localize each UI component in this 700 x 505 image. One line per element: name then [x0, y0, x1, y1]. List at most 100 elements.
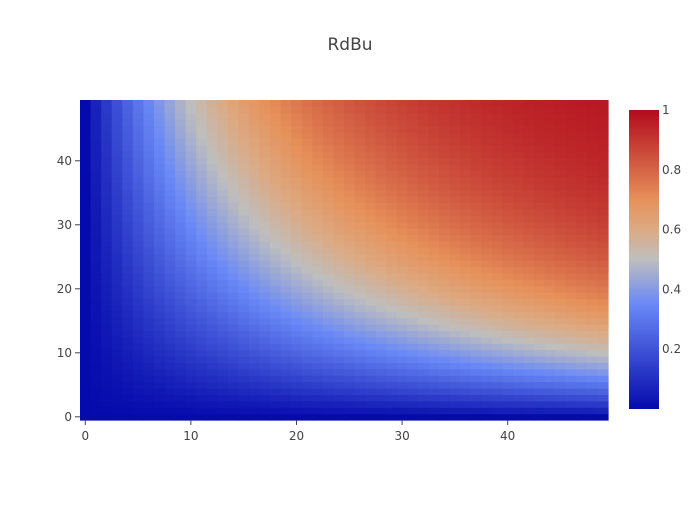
- heatmap-cell: [502, 285, 514, 293]
- heatmap-cell: [185, 336, 197, 344]
- heatmap-cell: [291, 228, 303, 235]
- heatmap-cell: [270, 234, 282, 242]
- heatmap-cell: [322, 356, 335, 363]
- heatmap-cell: [523, 221, 535, 229]
- heatmap-cell: [365, 125, 377, 133]
- heatmap-cell: [439, 170, 451, 178]
- heatmap-cell: [291, 298, 303, 306]
- heatmap-cell: [586, 292, 599, 299]
- heatmap-cell: [534, 266, 546, 274]
- heatmap-cell: [396, 100, 408, 107]
- heatmap-cell: [555, 183, 567, 191]
- heatmap-cell: [185, 202, 197, 210]
- heatmap-cell: [460, 317, 472, 325]
- heatmap-cell: [238, 260, 250, 267]
- heatmap-cell: [470, 362, 482, 370]
- heatmap-cell: [153, 311, 166, 319]
- heatmap-cell: [153, 266, 166, 274]
- heatmap-cell: [196, 106, 208, 114]
- heatmap-cell: [417, 221, 430, 229]
- heatmap-cell: [523, 202, 535, 210]
- heatmap-cell: [280, 240, 292, 248]
- heatmap-cell: [164, 164, 176, 171]
- heatmap-cell: [143, 215, 155, 223]
- heatmap-cell: [576, 413, 588, 421]
- heatmap-cell: [512, 247, 525, 255]
- heatmap-cell: [491, 183, 503, 191]
- heatmap-cell: [470, 400, 482, 408]
- heatmap-cell: [597, 356, 609, 363]
- heatmap-cell: [101, 202, 113, 210]
- heatmap-cell: [555, 144, 567, 152]
- heatmap-cell: [344, 112, 356, 120]
- heatmap-cell: [544, 266, 556, 274]
- heatmap-cell: [586, 202, 599, 210]
- heatmap-cell: [386, 330, 398, 338]
- heatmap-cell: [576, 304, 588, 312]
- heatmap-cell: [90, 125, 102, 133]
- heatmap-cell: [217, 356, 229, 363]
- heatmap-cell: [164, 394, 176, 402]
- heatmap-cell: [565, 100, 577, 107]
- heatmap-cell: [122, 138, 134, 146]
- heatmap-cell: [396, 266, 408, 274]
- heatmap-cell: [396, 112, 408, 120]
- heatmap-cell: [280, 407, 292, 415]
- heatmap-cell: [449, 279, 461, 287]
- heatmap-cell: [322, 285, 335, 293]
- heatmap-cell: [196, 170, 208, 178]
- heatmap-cell: [291, 413, 303, 421]
- heatmap-cell: [132, 375, 144, 383]
- heatmap-cell: [386, 240, 398, 248]
- heatmap-cell: [206, 368, 218, 376]
- heatmap-cell: [396, 298, 408, 306]
- heatmap-cell: [164, 368, 176, 376]
- heatmap-cell: [164, 253, 176, 261]
- heatmap-cell: [344, 317, 356, 325]
- heatmap-cell: [417, 183, 430, 191]
- heatmap-cell: [122, 368, 134, 376]
- heatmap-cell: [439, 349, 451, 357]
- heatmap-cell: [270, 253, 282, 261]
- heatmap-cell: [333, 368, 345, 376]
- heatmap-cell: [217, 311, 229, 319]
- heatmap-cell: [386, 375, 398, 383]
- heatmap-cell: [122, 208, 134, 216]
- heatmap-cell: [322, 272, 335, 280]
- heatmap-cell: [586, 106, 599, 114]
- heatmap-cell: [90, 144, 102, 152]
- heatmap-cell: [248, 221, 261, 229]
- heatmap-cell: [523, 343, 535, 351]
- heatmap-cell: [470, 215, 482, 223]
- heatmap-cell: [80, 106, 92, 114]
- heatmap-cell: [586, 368, 599, 376]
- heatmap-cell: [565, 343, 577, 351]
- heatmap-cell: [555, 176, 567, 184]
- heatmap-cell: [375, 394, 387, 402]
- heatmap-cell: [312, 253, 324, 261]
- heatmap-cell: [534, 298, 546, 306]
- heatmap-cell: [122, 285, 134, 293]
- heatmap-cell: [428, 151, 440, 159]
- heatmap-cell: [291, 170, 303, 178]
- heatmap-cell: [481, 189, 493, 197]
- heatmap-cell: [396, 368, 408, 376]
- heatmap-cell: [512, 100, 525, 107]
- heatmap-cell: [344, 368, 356, 376]
- heatmap-cell: [259, 266, 271, 274]
- heatmap-cell: [512, 189, 525, 197]
- heatmap-cell: [280, 247, 292, 255]
- heatmap-cell: [101, 215, 113, 223]
- heatmap-cell: [227, 125, 239, 133]
- heatmap-cell: [597, 202, 609, 210]
- heatmap-cell: [375, 196, 387, 203]
- heatmap-cell: [259, 394, 271, 402]
- heatmap-cell: [206, 324, 218, 331]
- heatmap-cell: [502, 304, 514, 312]
- heatmap-cell: [185, 375, 197, 383]
- heatmap-cell: [344, 304, 356, 312]
- heatmap-cell: [512, 317, 525, 325]
- heatmap-cell: [460, 381, 472, 389]
- heatmap-cell: [491, 119, 503, 127]
